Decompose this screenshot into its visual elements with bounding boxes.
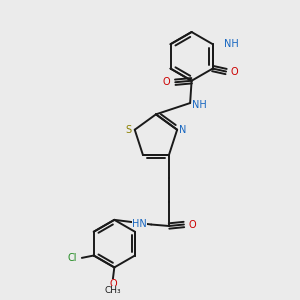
Text: CH₃: CH₃	[104, 286, 121, 295]
Text: NH: NH	[192, 100, 206, 110]
Text: NH: NH	[224, 39, 239, 49]
Text: N: N	[179, 125, 187, 135]
Text: O: O	[109, 279, 117, 289]
Text: O: O	[163, 77, 170, 87]
Text: HN: HN	[132, 219, 147, 229]
Text: Cl: Cl	[68, 253, 77, 263]
Text: S: S	[125, 125, 131, 135]
Text: O: O	[189, 220, 196, 230]
Text: O: O	[231, 67, 239, 76]
